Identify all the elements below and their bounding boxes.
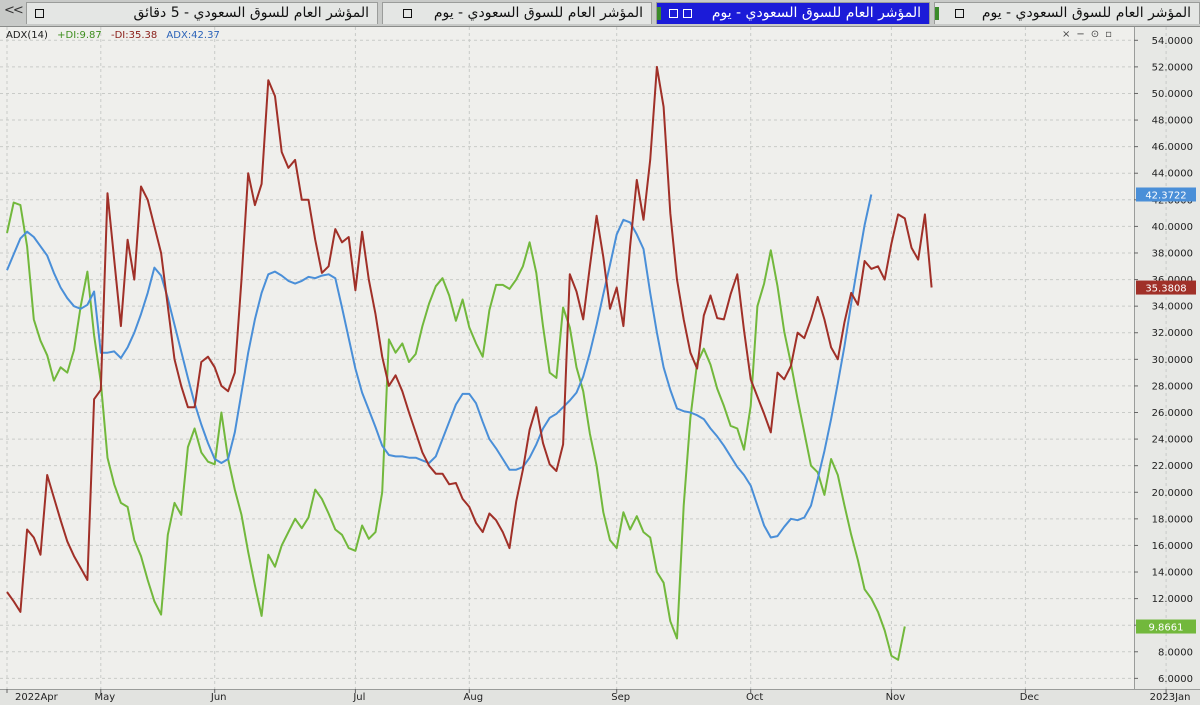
pane-controls: × − ⊙ ▫	[1062, 29, 1130, 43]
y-tick-label: 24.0000	[1152, 435, 1193, 446]
y-tick-label: 28.0000	[1152, 381, 1193, 392]
x-tick-label: Sep	[611, 692, 630, 703]
legend-title: ADX(14)	[6, 30, 48, 41]
y-tick-label: 6.0000	[1158, 674, 1193, 685]
tab-scroll-back-button[interactable]: <<	[4, 3, 24, 18]
legend-minus-di: -DI:35.38	[110, 30, 158, 41]
x-tick-label: Dec	[1020, 692, 1039, 703]
tab-saudi-index-5min[interactable]: المؤشر العام للسوق السعودي - 5 دقائق	[26, 2, 378, 24]
x-tick-label: May	[94, 692, 115, 703]
x-tick-label: Aug	[464, 692, 484, 703]
grid-lines	[0, 27, 1167, 689]
minus-di-line	[6, 65, 933, 613]
y-tick-label: 18.0000	[1152, 514, 1193, 525]
x-tick-label: Oct	[746, 692, 763, 703]
adx-value-tag-text: 42.3722	[1145, 190, 1186, 201]
x-tick-label: Nov	[886, 692, 906, 703]
y-tick-label: 26.0000	[1152, 408, 1193, 419]
tab-title: المؤشر العام للسوق السعودي - يوم	[711, 5, 921, 21]
y-tick-label: 12.0000	[1152, 594, 1193, 605]
plus-di-line	[6, 201, 906, 661]
tab-title: المؤشر العام للسوق السعودي - 5 دقائق	[133, 5, 369, 21]
tab-title: المؤشر العام للسوق السعودي - يوم	[433, 5, 643, 21]
x-axis-ticks: 2022Apr May Jun Jul Aug Sep Oct Nov Dec 2023Jan	[6, 689, 1191, 703]
y-tick-label: 16.0000	[1152, 541, 1193, 552]
minimize-icon[interactable]: −	[1076, 29, 1085, 40]
minus-di-value-tag-text: 35.3808	[1145, 284, 1186, 295]
tab-saudi-index-daily-3[interactable]: المؤشر العام للسوق السعودي - يوم	[934, 2, 1200, 24]
tab-close-icon[interactable]	[669, 9, 678, 18]
tab-active-indicator	[657, 7, 661, 20]
y-tick-label: 46.0000	[1152, 142, 1193, 153]
close-icon[interactable]: ×	[1062, 29, 1071, 40]
y-tick-label: 52.0000	[1152, 62, 1193, 73]
x-tick-label: 2022Apr	[15, 692, 59, 703]
tab-close-icon[interactable]	[403, 9, 412, 18]
y-tick-label: 20.0000	[1152, 488, 1193, 499]
y-tick-label: 14.0000	[1152, 568, 1193, 579]
y-tick-label: 50.0000	[1152, 89, 1193, 100]
y-tick-label: 34.0000	[1152, 302, 1193, 313]
x-tick-label: 2023Jan	[1150, 692, 1191, 703]
time-axis[interactable]	[0, 689, 1200, 705]
restore-icon[interactable]: ▫	[1105, 29, 1112, 40]
legend-adx: ADX:42.37	[166, 30, 220, 41]
series-lines	[6, 65, 933, 661]
legend-plus-di: +DI:9.87	[57, 30, 102, 41]
tab-close-icon[interactable]	[35, 9, 44, 18]
y-tick-label: 48.0000	[1152, 116, 1193, 127]
indicator-legend[interactable]: ADX(14) +DI:9.87 -DI:35.38 ADX:42.37	[6, 30, 226, 41]
tab-indicator	[935, 7, 939, 20]
adx-line	[6, 194, 873, 539]
y-tick-label: 44.0000	[1152, 169, 1193, 180]
plus-di-value-tag	[1136, 619, 1196, 634]
y-tick-label: 22.0000	[1152, 461, 1193, 472]
tab-saudi-index-daily-1[interactable]: المؤشر العام للسوق السعودي - يوم	[382, 2, 652, 24]
tab-saudi-index-daily-2[interactable]: المؤشر العام للسوق السعودي - يوم	[656, 2, 930, 24]
last-value-labels: 42.3722 35.3808 9.8661	[1136, 187, 1196, 634]
y-tick-label: 54.0000	[1152, 36, 1193, 47]
y-tick-label: 30.0000	[1152, 355, 1193, 366]
tab-close-icon[interactable]	[955, 9, 964, 18]
y-tick-label: 8.0000	[1158, 647, 1193, 658]
settings-icon[interactable]: ⊙	[1090, 29, 1100, 40]
price-axis[interactable]	[1134, 27, 1200, 689]
x-tick-label: Jun	[210, 692, 227, 703]
x-tick-label: Jul	[352, 692, 365, 703]
tab-bar: << المؤشر العام للسوق السعودي - 5 دقائق …	[0, 0, 1200, 27]
y-tick-label: 40.0000	[1152, 222, 1193, 233]
tab-title: المؤشر العام للسوق السعودي - يوم	[981, 5, 1191, 21]
y-tick-label: 32.0000	[1152, 328, 1193, 339]
y-tick-label: 38.0000	[1152, 248, 1193, 259]
y-axis-ticks: 6.00008.000010.000012.000014.000016.0000…	[1134, 36, 1193, 685]
tab-maximize-icon[interactable]	[683, 9, 692, 18]
adx-value-tag	[1136, 187, 1196, 202]
minus-di-value-tag	[1136, 280, 1196, 295]
plus-di-value-tag-text: 9.8661	[1149, 623, 1184, 634]
